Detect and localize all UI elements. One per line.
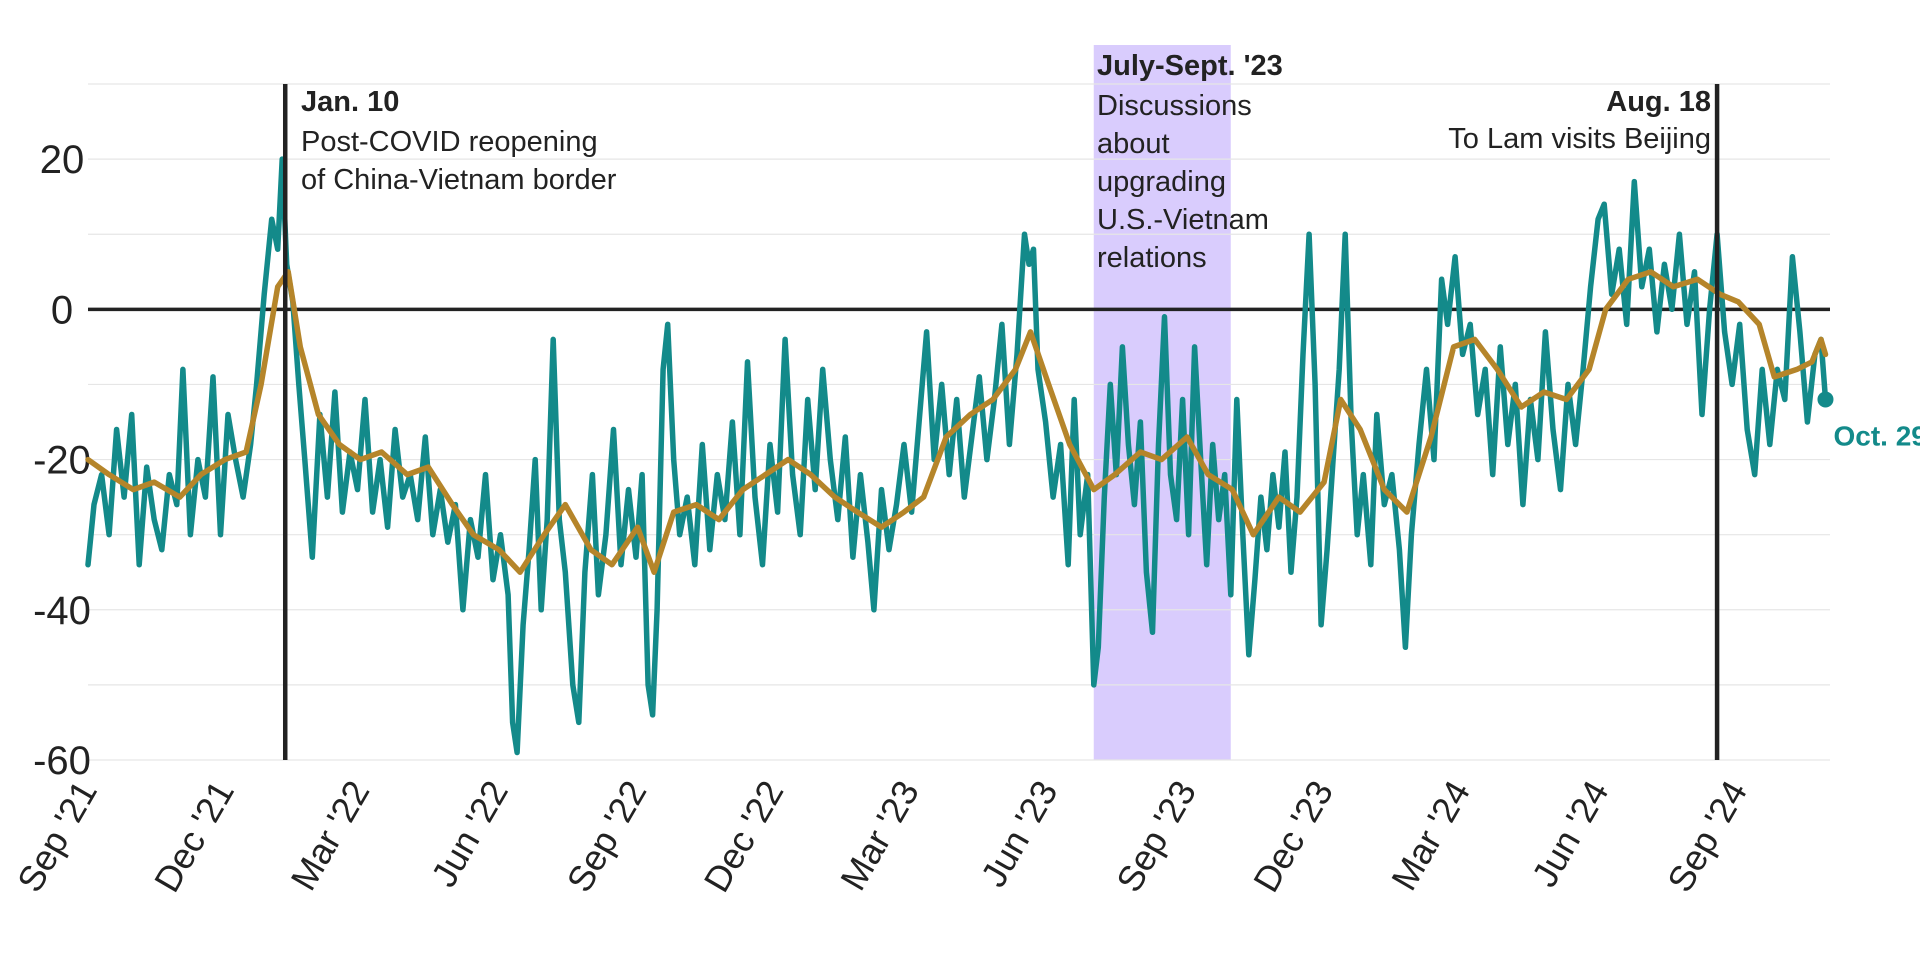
x-tick-label: Jun '24 (1524, 774, 1617, 894)
x-tick-label: Dec '21 (146, 774, 242, 899)
event-lines (282, 84, 1720, 760)
y-tick-label: -20 (33, 439, 91, 483)
annotations: Jan. 10 Post-COVID reopening of China-Vi… (301, 50, 1711, 274)
x-tick-label: Mar '24 (1383, 774, 1478, 897)
y-tick-label: -40 (33, 589, 91, 633)
x-tick-label: Dec '23 (1245, 774, 1341, 899)
x-tick-label: Jun '23 (973, 774, 1066, 894)
x-tick-label: Sep '22 (558, 774, 654, 899)
end-dot (1817, 391, 1834, 408)
y-tick-label: 20 (40, 138, 85, 182)
x-tick-label: Mar '22 (282, 774, 377, 897)
gridlines (88, 83, 1830, 761)
x-axis-ticks: Sep '21 Dec '21 Mar '22 Jun '22 Sep '22 Dec '… (9, 773, 1755, 898)
annotation-shade-line: Discussions (1097, 90, 1252, 122)
annotation-aug18-line1: To Lam visits Beijing (1448, 123, 1711, 155)
end-label: Oct. 29 (1833, 420, 1920, 451)
annotation-jan10-line1: Post-COVID reopening (301, 126, 598, 158)
series-lines (85, 156, 1829, 756)
annotation-shade-line: upgrading (1097, 166, 1226, 198)
y-tick-label: 0 (51, 288, 73, 332)
y-axis-ticks: 20 0 -20 -40 -60 (33, 138, 91, 783)
y-tick-label: -60 (33, 739, 91, 783)
x-tick-label: Jun '22 (423, 774, 516, 894)
annotation-shade-line: about (1097, 128, 1170, 160)
annotation-shade-line: relations (1097, 242, 1207, 274)
x-tick-label: Dec '22 (696, 774, 792, 899)
annotation-shade-title: July-Sept. '23 (1097, 50, 1283, 82)
series-line-daily (85, 156, 1829, 756)
annotation-shade-line: U.S.-Vietnam (1097, 204, 1269, 236)
x-tick-label: Sep '23 (1108, 774, 1204, 899)
series-line-average (85, 269, 1829, 575)
x-tick-label: Sep '21 (9, 774, 105, 899)
x-tick-label: Sep '24 (1659, 774, 1755, 899)
annotation-jan10-title: Jan. 10 (301, 86, 399, 118)
x-tick-label: Mar '23 (832, 773, 927, 896)
annotation-aug18-title: Aug. 18 (1606, 86, 1711, 118)
annotation-jan10-line2: of China-Vietnam border (301, 164, 617, 196)
end-marker: Oct. 29 (1817, 391, 1920, 451)
